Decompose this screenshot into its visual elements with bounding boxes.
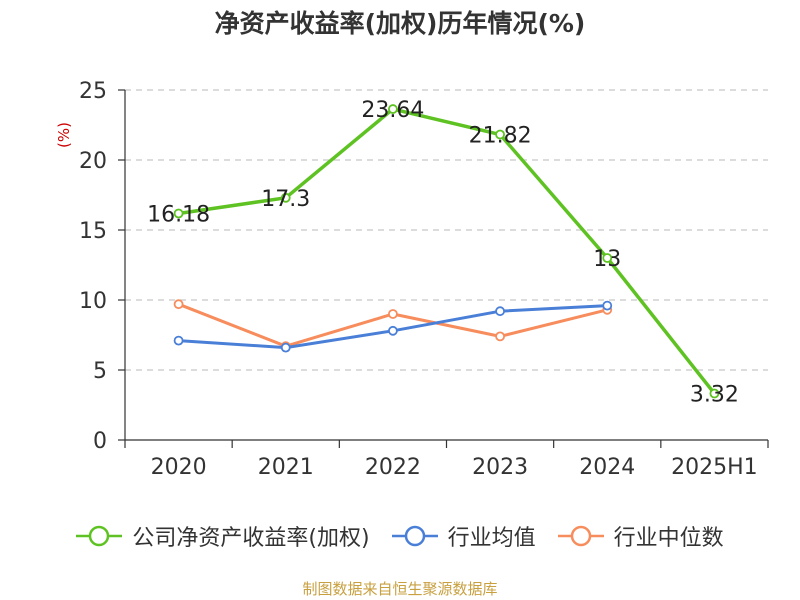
x-tick-label: 2020 xyxy=(151,455,207,480)
x-tick-label: 2022 xyxy=(365,455,421,480)
grid-lines xyxy=(125,89,768,371)
data-point-company xyxy=(495,129,505,140)
data-point-company xyxy=(709,388,720,399)
legend-label-industry-avg: 行业均值 xyxy=(447,526,536,551)
x-tick-label: 2025H1 xyxy=(671,455,758,480)
data-label: 21.82 xyxy=(469,124,532,149)
legend-line-circle-icon xyxy=(557,525,604,547)
data-label: 17.3 xyxy=(261,187,310,212)
y-tick-label: 0 xyxy=(93,429,107,454)
legend-line-circle-icon xyxy=(391,525,438,547)
data-label: 16.18 xyxy=(147,202,210,227)
y-tick-label: 10 xyxy=(79,289,107,314)
data-point-industry-median xyxy=(495,331,505,342)
legend-item-industry-median[interactable]: 行业中位数 xyxy=(557,520,724,552)
series-line-company xyxy=(178,107,716,395)
data-point-company xyxy=(602,253,613,263)
legend-item-industry-avg[interactable]: 行业均值 xyxy=(391,520,536,552)
x-tick-label: 2023 xyxy=(472,455,528,480)
series-lines xyxy=(173,104,720,399)
legend-line-circle-icon xyxy=(76,525,123,547)
y-tick-label: 20 xyxy=(79,149,107,174)
data-label: 13 xyxy=(593,247,621,272)
y-tick-label: 5 xyxy=(93,359,107,384)
data-point-industry-median xyxy=(173,299,184,310)
data-labels: 16.18 17.3 23.64 21.82 13 3.32 xyxy=(147,98,739,407)
data-source-note: 制图数据来自恒生聚源数据库 xyxy=(302,580,498,598)
data-point-industry-avg xyxy=(173,335,184,346)
data-point-industry-avg xyxy=(280,342,291,353)
data-point-industry-avg xyxy=(388,325,398,336)
x-tick-label: 2021 xyxy=(258,455,314,480)
data-point-industry-median xyxy=(388,309,398,319)
data-label: 23.64 xyxy=(361,98,424,123)
x-tick-label: 2024 xyxy=(579,455,635,480)
legend-label-company: 公司净资产收益率(加权) xyxy=(132,526,370,551)
axes: 0 5 10 15 20 25 2020 2021 2022 2023 2024 2025H1 xyxy=(79,79,769,480)
y-tick-label: 25 xyxy=(79,79,107,104)
legend: 公司净资产收益率(加权) 行业均值 行业中位数 xyxy=(0,520,800,552)
y-tick-label: 15 xyxy=(79,219,107,244)
legend-item-company[interactable]: 公司净资产收益率(加权) xyxy=(76,520,370,552)
data-label: 3.32 xyxy=(690,383,739,408)
data-point-company xyxy=(173,208,184,219)
data-point-company xyxy=(280,192,291,203)
chart-title: 净资产收益率(加权)历年情况(%) xyxy=(214,9,586,38)
data-point-industry-avg xyxy=(602,300,613,311)
legend-label-industry-median: 行业中位数 xyxy=(613,526,724,551)
data-point-company xyxy=(388,104,398,114)
data-point-industry-avg xyxy=(495,306,505,317)
